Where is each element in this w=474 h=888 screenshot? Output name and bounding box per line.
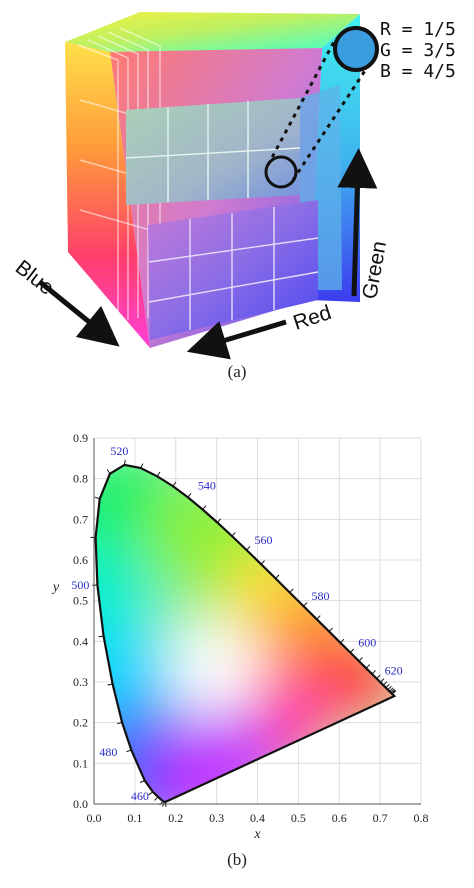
- x-tick-label: 0.2: [168, 811, 183, 825]
- y-tick-label: 0.9: [73, 431, 88, 445]
- x-tick-label: 0.7: [373, 811, 388, 825]
- cie-chart: 0.0 0.1 0.2 0.3 0.4 0.5 0.6 0.7 0.8 0.0 0.1 0.2 0.3…: [51, 431, 429, 842]
- chart-axes: [93, 438, 421, 805]
- caption-b: (b): [227, 850, 247, 869]
- blue-axis-arrow: [38, 280, 120, 347]
- panel-b-cie-diagram: 0.0 0.1 0.2 0.3 0.4 0.5 0.6 0.7 0.8 0.0 0.1 0.2 0.3…: [0, 405, 474, 888]
- locus-tick: [90, 536, 96, 539]
- locus-tick: [376, 674, 381, 679]
- locus-tick: [98, 635, 104, 638]
- legend-b: B = 4/5: [380, 61, 456, 82]
- locus-tick: [117, 721, 123, 725]
- y-tick-label: 0.2: [73, 716, 88, 730]
- locus-tick: [391, 689, 396, 694]
- locus-tick: [202, 505, 207, 510]
- y-tick-label: 0.4: [73, 634, 88, 648]
- locus-tick: [385, 683, 390, 689]
- x-tick-label: 0.3: [209, 811, 224, 825]
- locus-tick: [216, 518, 222, 523]
- locus-tick: [156, 471, 161, 477]
- y-tick-label: 0.5: [73, 594, 88, 608]
- y-tick-labels: 0.0 0.1 0.2 0.3 0.4 0.5 0.6 0.7 0.8 0.9: [73, 431, 88, 811]
- wavelength-label: 560: [255, 533, 273, 547]
- x-tick-label: 0.8: [414, 811, 429, 825]
- locus-tick: [380, 678, 385, 683]
- cutout-upper-grid: [125, 101, 301, 202]
- locus-tick: [365, 664, 371, 669]
- green-axis-label: Green: [358, 239, 391, 300]
- x-tick-labels: 0.0 0.1 0.2 0.3 0.4 0.5 0.6 0.7 0.8: [87, 811, 429, 825]
- cube-cutout-upper: [126, 98, 300, 205]
- green-axis-arrow: [337, 148, 378, 297]
- locus-tick: [390, 688, 395, 693]
- wavelength-label: 480: [99, 745, 117, 759]
- color-region: [171, 624, 262, 715]
- x-tick-label: 0.1: [127, 811, 142, 825]
- locus-tick: [358, 657, 363, 662]
- locus-tick: [340, 638, 345, 644]
- x-tick-label: 0.6: [332, 811, 347, 825]
- locus-tick: [148, 791, 154, 796]
- locus-tick: [382, 681, 388, 686]
- locus-tick: [371, 670, 376, 675]
- y-tick-label: 0.3: [73, 675, 88, 689]
- locus-tick: [231, 532, 236, 537]
- wavelength-label: 580: [311, 589, 329, 603]
- y-axis-label: y: [51, 580, 60, 595]
- wavelength-label: 460: [131, 789, 149, 803]
- legend-r: R = 1/5: [380, 19, 456, 40]
- x-axis-label: x: [253, 827, 261, 842]
- locus-tick: [172, 481, 177, 487]
- locus-tick: [349, 648, 355, 653]
- locus-tick: [389, 687, 394, 692]
- locus-tick: [107, 683, 113, 686]
- red-axis-arrow: [186, 319, 287, 360]
- locus-tick: [187, 493, 192, 498]
- y-tick-label: 0.7: [73, 512, 88, 526]
- y-tick-label: 0.0: [73, 797, 88, 811]
- cutout-lower-grid: [148, 207, 319, 330]
- locus-tick: [392, 690, 397, 695]
- y-tick-label: 0.6: [73, 553, 88, 567]
- wavelength-label: 520: [110, 444, 128, 458]
- wavelength-labels: 460 480 500 520 540 560 580 600 620: [71, 444, 402, 803]
- y-tick-label: 0.8: [73, 472, 88, 486]
- wavelength-label: 500: [71, 578, 89, 592]
- locus-tick: [387, 685, 392, 691]
- rgb-cube-figure: R = 1/5 G = 3/5 B = 4/5 Blue Red Green: [11, 12, 456, 360]
- wavelength-label: 540: [198, 478, 216, 492]
- red-axis-label: Red: [290, 301, 334, 335]
- locus-tick: [246, 546, 251, 551]
- locus-tick: [154, 796, 159, 801]
- locus-tick: [328, 627, 333, 632]
- locus-tick: [289, 588, 294, 593]
- x-tick-label: 0.0: [87, 811, 102, 825]
- leader-line-1: [266, 37, 338, 166]
- locus-tick: [140, 463, 144, 469]
- locus-tick: [94, 496, 100, 500]
- locus-tick: [260, 560, 265, 565]
- legend-g: G = 3/5: [380, 40, 456, 61]
- wavelength-label: 600: [358, 636, 376, 650]
- x-tick-label: 0.5: [291, 811, 306, 825]
- locus-tick: [106, 469, 111, 475]
- y-tick-label: 0.1: [73, 756, 88, 770]
- caption-a: (a): [227, 362, 247, 381]
- locus-tick: [275, 574, 280, 579]
- locus-tick: [123, 459, 126, 466]
- selected-cell-marker: [264, 155, 298, 189]
- locus-tick: [303, 602, 308, 607]
- cube-top-face: [65, 12, 360, 52]
- x-tick-label: 0.4: [250, 811, 265, 825]
- color-swatch: [333, 26, 379, 72]
- locus-tick: [316, 615, 321, 620]
- panel-a-rgb-cube: R = 1/5 G = 3/5 B = 4/5 Blue Red Green (…: [0, 0, 474, 392]
- leader-line-2: [291, 59, 374, 181]
- wavelength-label: 620: [385, 664, 403, 678]
- locus-tick: [126, 749, 132, 753]
- locus-tick: [139, 780, 145, 783]
